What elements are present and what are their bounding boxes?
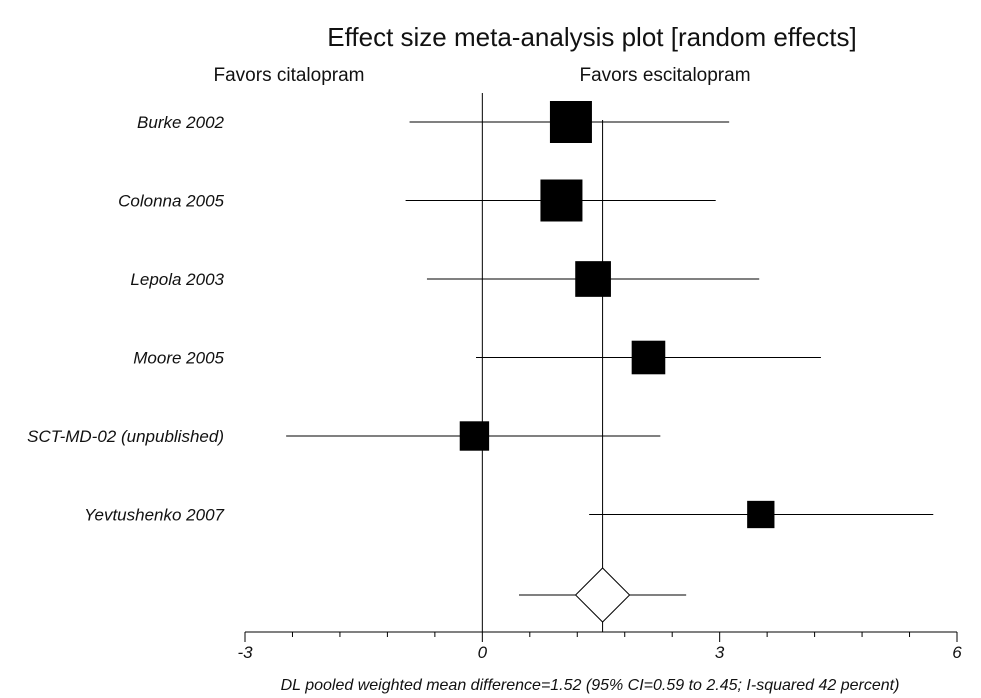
- plot-area: -3 0 3 6 Burke 2002 Colonna 2005 Lepola 2003 Mo…: [27, 93, 962, 662]
- pooled-estimate-footnote: DL pooled weighted mean difference=1.52 …: [281, 677, 900, 694]
- x-tick-label: -3: [237, 643, 253, 662]
- favors-citalopram-label: Favors citalopram: [214, 65, 365, 86]
- study-label: Moore 2005: [133, 349, 224, 368]
- study-effect-box: [575, 261, 611, 297]
- x-tick-label: 0: [478, 643, 488, 662]
- favors-escitalopram-label: Favors escitalopram: [579, 65, 750, 86]
- study-label: Yevtushenko 2007: [84, 506, 224, 525]
- study-effect-box: [549, 101, 592, 143]
- x-tick-label: 6: [952, 643, 962, 662]
- chart-title: Effect size meta-analysis plot [random e…: [327, 22, 856, 52]
- study-label: Lepola 2003: [130, 270, 224, 289]
- study-effect-box: [459, 421, 490, 451]
- study-label: Burke 2002: [137, 113, 224, 132]
- pooled-effect-diamond: [574, 567, 631, 623]
- study-label: SCT-MD-02 (unpublished): [27, 427, 224, 446]
- x-tick-label: 3: [715, 643, 725, 662]
- study-effect-box: [540, 179, 583, 222]
- study-effect-box: [631, 340, 666, 375]
- study-label: Colonna 2005: [118, 192, 224, 211]
- study-effect-box: [747, 500, 775, 529]
